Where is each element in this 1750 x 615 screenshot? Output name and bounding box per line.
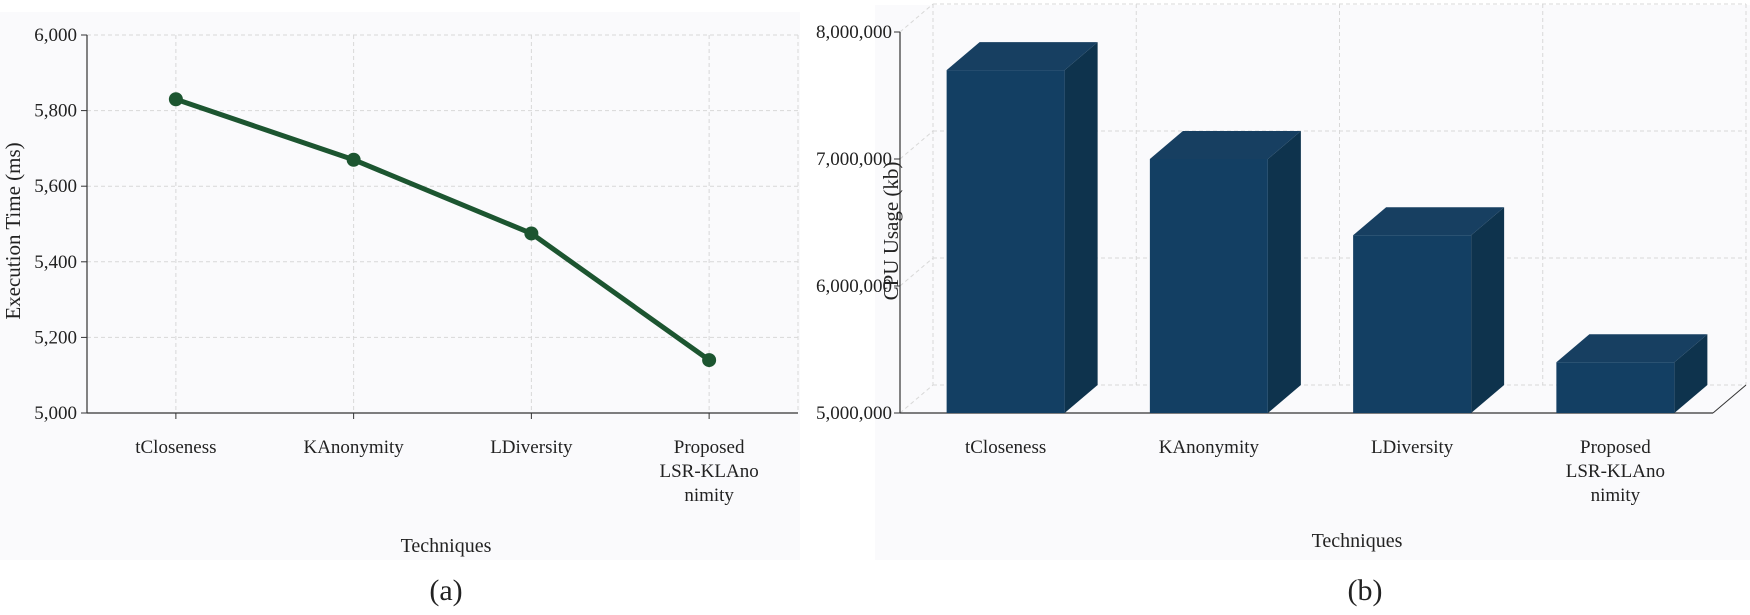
x-tick-labels-b: tCloseness KAnonymity LDiversity Proposed LS…: [965, 437, 1665, 506]
bar-front-face: [1556, 362, 1675, 413]
plot-area-a: [0, 12, 800, 560]
y-tick-label-a: 5,600: [34, 176, 77, 197]
x-tick-label-a: Proposed LSR-KLAno nimity: [660, 437, 759, 506]
bar-side-face: [1471, 207, 1505, 413]
bar-top-face: [1149, 131, 1301, 159]
y-tick-label-b: 8,000,000: [816, 22, 892, 43]
bar-front-face: [1353, 235, 1472, 413]
y-tick-label-b: 5,000,000: [816, 403, 892, 424]
bar-cpu-usage: [1353, 207, 1505, 413]
y-gridline-depth-b: [899, 384, 934, 414]
x-tick-label-a: tCloseness: [135, 437, 216, 458]
bar-front-face: [946, 70, 1065, 413]
y-tick-label-a: 5,200: [34, 327, 77, 348]
axes-a: [81, 34, 798, 419]
bar-side-face: [1267, 131, 1301, 413]
y-tick-label-a: 6,000: [34, 25, 77, 46]
bar-top-face: [1353, 207, 1505, 236]
data-point-execution-time: [346, 152, 361, 167]
x-tick-labels-a: tCloseness KAnonymity LDiversity Proposed LS…: [135, 437, 759, 506]
bar-cpu-usage: [946, 42, 1098, 413]
bar-side-face: [1064, 42, 1098, 413]
y-tick-label-b: 7,000,000: [816, 149, 892, 170]
panel-caption-b: (b): [1348, 574, 1383, 607]
line-chart-execution-time: 5,000 5,200 5,400 5,600 5,800 6,000 tClosenes…: [0, 12, 800, 560]
bar-cpu-usage: [1149, 131, 1301, 413]
y-gridline-depth-b: [899, 130, 934, 160]
bar-cpu-usage: [1556, 334, 1708, 413]
y-tick-label-a: 5,800: [34, 101, 77, 122]
y-axis-label-b: CPU Usage (kb): [879, 162, 903, 301]
y-tick-label-a: 5,000: [34, 403, 77, 424]
x-tick-label-b: KAnonymity: [1159, 437, 1260, 458]
y-tick-labels-a: 5,000 5,200 5,400 5,600 5,800 6,000: [34, 25, 77, 424]
x-tick-label-b: tCloseness: [965, 437, 1046, 458]
y-gridline-depth-b: [899, 3, 934, 33]
series-line-execution-time: [175, 96, 711, 363]
bar-front-face: [1149, 159, 1268, 413]
y-tick-label-a: 5,400: [34, 252, 77, 273]
x-axis-label-a: Techniques: [401, 535, 492, 557]
bar-side-face: [1674, 334, 1708, 413]
y-gridline-depth-b: [899, 257, 934, 287]
y-tick-labels-b: 5,000,000 6,000,000 7,000,000 8,000,000: [816, 22, 892, 424]
y-axis-label-a: Execution Time (ms): [1, 142, 25, 319]
bar-chart-cpu-usage: 5,000,000 6,000,000 7,000,000 8,000,000 tCl…: [816, 3, 1750, 560]
y-tick-label-b: 6,000,000: [816, 276, 892, 297]
bar-top-face: [1556, 334, 1708, 363]
data-point-execution-time: [524, 226, 539, 241]
panel-caption-a: (a): [429, 574, 462, 607]
bar-top-face: [946, 42, 1098, 71]
x-tick-label-a: KAnonymity: [303, 437, 404, 458]
data-point-execution-time: [168, 92, 183, 107]
x-tick-label-a: LDiversity: [490, 437, 573, 458]
x-tick-label-b: Proposed LSR-KLAno nimity: [1566, 437, 1665, 506]
bars-cpu-usage: [946, 42, 1708, 413]
series-execution-time: [168, 92, 717, 368]
x-axis-depth-b: [1712, 384, 1747, 414]
data-point-execution-time: [702, 353, 717, 368]
x-axis-label-b: Techniques: [1312, 530, 1403, 552]
x-tick-label-b: LDiversity: [1371, 437, 1454, 458]
